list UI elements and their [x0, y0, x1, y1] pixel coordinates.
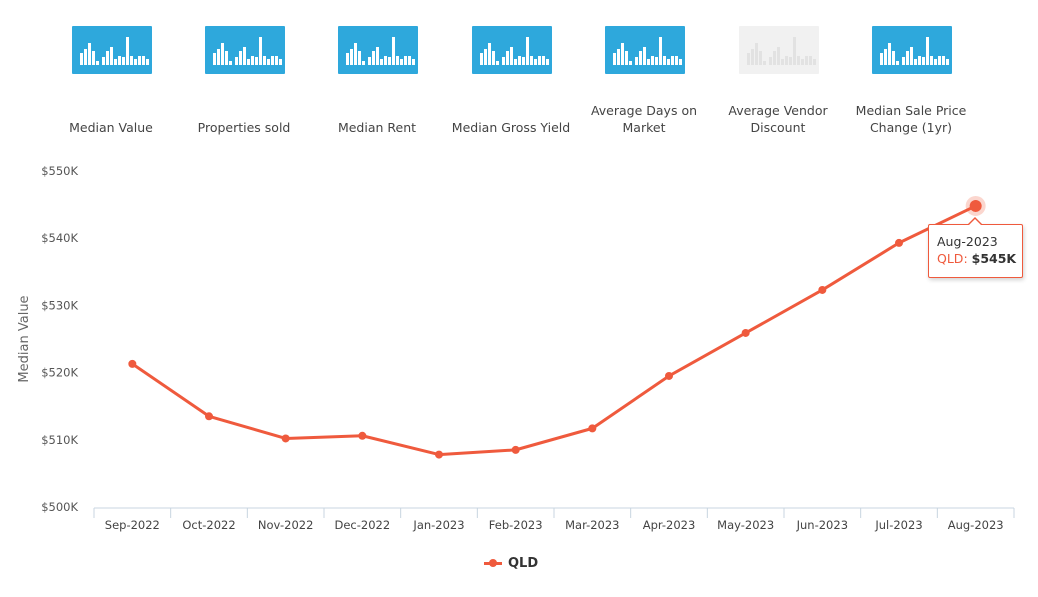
tooltip-series: QLD: [937, 251, 964, 266]
tooltip-row: QLD: $545K: [937, 250, 1022, 267]
bar-chart-icon: [205, 26, 285, 74]
tab-label: Average Vendor Discount: [728, 103, 828, 135]
legend-label: QLD: [508, 555, 539, 571]
y-tick-label: $530K: [41, 298, 78, 312]
data-point: [128, 359, 137, 368]
y-tick-label: $500K: [41, 500, 78, 514]
tab-label: Properties sold: [197, 120, 291, 135]
metric-tabs: Median Value Properties sold Median Rent Me…: [44, 0, 1004, 150]
tab-label: Median Sale Price Change (1yr): [855, 103, 967, 135]
y-tick-label: $550K: [41, 164, 78, 178]
x-tick-label: Jun-2023: [796, 518, 848, 532]
x-tick-label: Nov-2022: [258, 518, 314, 532]
bar-chart-icon: [739, 26, 819, 74]
x-tick-label: Mar-2023: [565, 518, 619, 532]
tab-properties-sold[interactable]: Properties sold: [177, 26, 311, 146]
tab-median-sale-price-change-1yr[interactable]: Median Sale Price Change (1yr): [844, 26, 978, 146]
tab-label: Median Value: [69, 120, 153, 135]
tab-median-value[interactable]: Median Value: [44, 26, 178, 146]
x-tick-label: Dec-2022: [334, 518, 390, 532]
bar-chart-icon: [338, 26, 418, 74]
tab-average-days-on-market[interactable]: Average Days on Market: [577, 26, 711, 146]
bar-chart-icon: [605, 26, 685, 74]
y-tick-label: $520K: [41, 366, 78, 380]
y-axis-label: Median Value: [17, 295, 32, 382]
data-point: [818, 285, 827, 294]
tab-label: Average Days on Market: [590, 103, 698, 135]
tab-label: Median Gross Yield: [451, 120, 571, 135]
x-tick-label: Apr-2023: [643, 518, 696, 532]
x-tick-label: Aug-2023: [948, 518, 1004, 532]
bar-chart-icon: [72, 26, 152, 74]
data-point: [281, 434, 290, 443]
data-point: [435, 450, 443, 459]
bar-chart-icon: [872, 26, 952, 74]
line-chart: $500K $510K $520K $530K $540K $550K Median Val…: [17, 164, 1015, 532]
series-line-qld: [130, 204, 978, 457]
data-point: [511, 445, 520, 454]
data-point: [665, 371, 673, 380]
x-tick-label: Feb-2023: [489, 518, 543, 532]
legend-item-qld[interactable]: QLD: [484, 553, 538, 573]
tab-median-rent[interactable]: Median Rent: [310, 26, 444, 146]
y-tick-label: $510K: [41, 433, 78, 447]
tab-median-gross-yield[interactable]: Median Gross Yield: [444, 26, 578, 146]
chart-tooltip: Aug-2023 QLD: $545K: [928, 217, 1023, 278]
data-point: [205, 412, 213, 421]
data-point: [895, 238, 903, 247]
data-point: [588, 424, 597, 433]
tab-label: Median Rent: [337, 120, 417, 135]
tab-average-vendor-discount[interactable]: Average Vendor Discount: [711, 26, 845, 146]
x-tick-label: May-2023: [717, 518, 774, 532]
bar-chart-icon: [472, 26, 552, 74]
x-tick-label: Jan-2023: [412, 518, 464, 532]
y-tick-label: $540K: [41, 231, 78, 245]
x-tick-label: Sep-2022: [105, 518, 160, 532]
tooltip-title: Aug-2023: [937, 234, 998, 249]
data-point: [358, 431, 367, 440]
legend-line-marker-icon: [484, 557, 502, 569]
tooltip-value: $545K: [971, 251, 1017, 266]
x-tick-label: Oct-2022: [182, 518, 235, 532]
data-point: [741, 328, 750, 337]
x-tick-label: Jul-2023: [874, 518, 922, 532]
tooltip-separator: :: [963, 251, 972, 266]
data-point: [969, 199, 982, 212]
